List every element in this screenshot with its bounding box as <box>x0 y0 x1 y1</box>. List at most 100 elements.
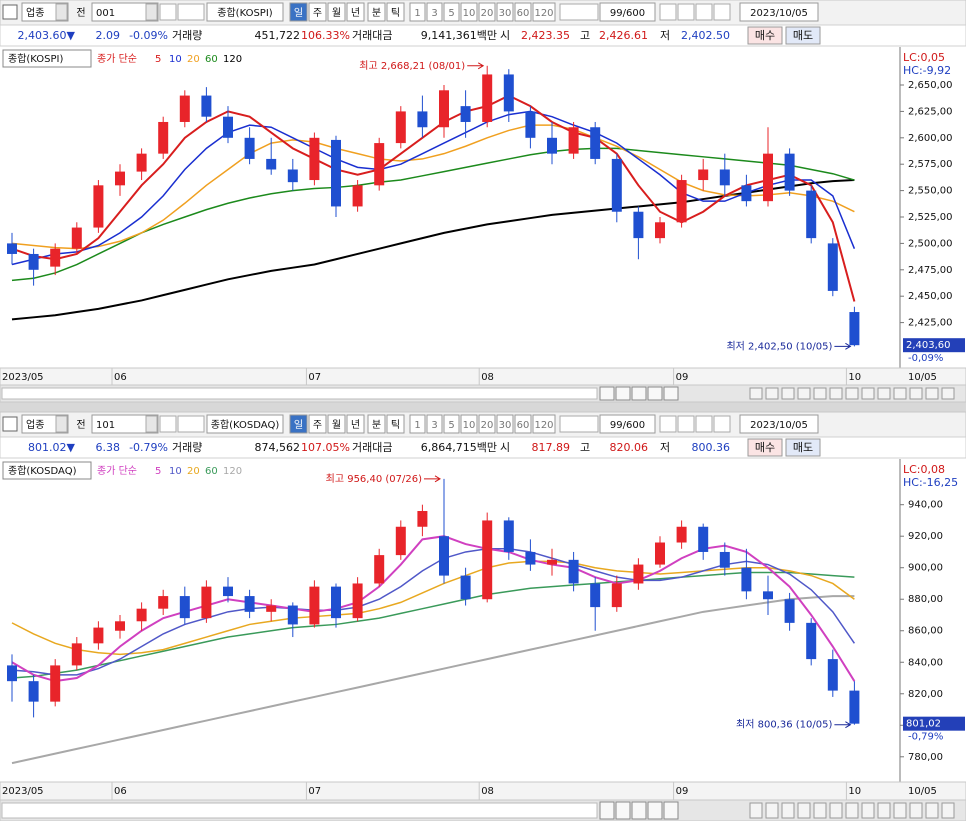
toolbar-field[interactable] <box>386 414 405 434</box>
tool-icon[interactable] <box>159 3 177 21</box>
tool-icon[interactable] <box>659 415 677 433</box>
toolbar-field[interactable] <box>478 414 496 434</box>
scroll-button[interactable] <box>615 386 631 401</box>
chart-tool[interactable] <box>765 802 779 819</box>
order-button[interactable] <box>747 438 783 457</box>
toolbar-field[interactable] <box>739 2 819 22</box>
scroll-track[interactable] <box>1 802 598 819</box>
toolbar-field[interactable] <box>478 2 496 22</box>
dropdown-arrow[interactable] <box>55 3 68 21</box>
order-button[interactable] <box>785 438 821 457</box>
chart-tool[interactable] <box>925 387 939 400</box>
tool-icon[interactable] <box>695 3 713 21</box>
chart-tool[interactable] <box>829 802 843 819</box>
toolbar-field[interactable] <box>599 2 656 22</box>
toolbar-field[interactable] <box>496 2 514 22</box>
toolbar-field[interactable] <box>206 414 284 434</box>
toolbar-field[interactable] <box>308 414 327 434</box>
chart-tool[interactable] <box>893 802 907 819</box>
order-button[interactable] <box>785 26 821 45</box>
dropdown-arrow[interactable] <box>55 415 68 433</box>
chart-tool[interactable] <box>813 802 827 819</box>
chart-tool[interactable] <box>861 387 875 400</box>
order-button[interactable] <box>747 26 783 45</box>
info-text[interactable]: 매도 <box>793 29 813 42</box>
toolbar-field[interactable] <box>346 414 365 434</box>
tool-icon[interactable] <box>677 415 695 433</box>
toolbar-field[interactable] <box>739 414 819 434</box>
chart-tool[interactable] <box>909 802 923 819</box>
toolbar-field[interactable] <box>532 2 556 22</box>
chart-tool[interactable] <box>813 387 827 400</box>
toolbar-field[interactable] <box>91 2 159 22</box>
tool-icon[interactable] <box>713 415 731 433</box>
toolbar-field[interactable] <box>532 414 556 434</box>
chart-tool[interactable] <box>797 802 811 819</box>
toolbar-field[interactable] <box>599 414 656 434</box>
toolbar-field[interactable] <box>460 414 478 434</box>
toolbar-field[interactable] <box>308 2 327 22</box>
chart-tool[interactable] <box>765 387 779 400</box>
toolbar-field[interactable] <box>367 414 386 434</box>
chart-tool[interactable] <box>749 387 763 400</box>
toolbar-field[interactable] <box>346 2 365 22</box>
chart-tool[interactable] <box>925 802 939 819</box>
tool-icon[interactable] <box>695 415 713 433</box>
tool-icon[interactable] <box>559 415 599 433</box>
toolbar-field[interactable] <box>460 2 478 22</box>
scroll-button[interactable] <box>631 386 647 401</box>
toolbar-field[interactable] <box>514 414 532 434</box>
chart-tool[interactable] <box>941 387 955 400</box>
scroll-button[interactable] <box>599 386 615 401</box>
scroll-button[interactable] <box>615 801 631 820</box>
chart-tool[interactable] <box>893 387 907 400</box>
info-text[interactable]: 매수 <box>755 441 775 454</box>
chart-tool[interactable] <box>861 802 875 819</box>
toolbar-field[interactable] <box>289 414 308 434</box>
scroll-track[interactable] <box>1 387 598 400</box>
tool-icon[interactable] <box>659 3 677 21</box>
tool-icon[interactable] <box>713 3 731 21</box>
chart-tool[interactable] <box>749 802 763 819</box>
toolbar-field[interactable] <box>289 2 308 22</box>
toolbar-field[interactable] <box>206 2 284 22</box>
toolbar-field[interactable] <box>367 2 386 22</box>
toolbar-field[interactable] <box>327 2 346 22</box>
dropdown-arrow[interactable] <box>145 3 158 21</box>
toolbar-field[interactable] <box>496 414 514 434</box>
toolbar-field[interactable] <box>386 2 405 22</box>
chart-tool[interactable] <box>909 387 923 400</box>
toolbar-field[interactable] <box>327 414 346 434</box>
info-text[interactable]: 매도 <box>793 441 813 454</box>
toolbar-field[interactable] <box>443 414 460 434</box>
chart-tool[interactable] <box>829 387 843 400</box>
scroll-button[interactable] <box>599 801 615 820</box>
toolbar-field[interactable] <box>514 2 532 22</box>
scroll-button[interactable] <box>631 801 647 820</box>
tool-icon[interactable] <box>559 3 599 21</box>
dropdown-arrow[interactable] <box>145 415 158 433</box>
tool-icon[interactable] <box>177 415 205 433</box>
chart-tool[interactable] <box>781 387 795 400</box>
toolbar-field[interactable] <box>426 2 443 22</box>
tool-icon[interactable] <box>677 3 695 21</box>
scroll-button[interactable] <box>663 801 679 820</box>
chart-tool[interactable] <box>941 802 955 819</box>
chart-tool[interactable] <box>845 802 859 819</box>
toolbar-field[interactable] <box>409 2 426 22</box>
chart-tool[interactable] <box>877 802 891 819</box>
toolbar-field[interactable] <box>91 414 159 434</box>
scroll-button[interactable] <box>647 386 663 401</box>
tool-icon[interactable] <box>177 3 205 21</box>
chart-tool[interactable] <box>877 387 891 400</box>
tool-icon[interactable] <box>159 415 177 433</box>
chart-tool[interactable] <box>797 387 811 400</box>
chart-tool[interactable] <box>845 387 859 400</box>
scroll-button[interactable] <box>663 386 679 401</box>
toolbar-field[interactable] <box>443 2 460 22</box>
toolbar-field[interactable] <box>409 414 426 434</box>
scroll-button[interactable] <box>647 801 663 820</box>
info-text[interactable]: 매수 <box>755 29 775 42</box>
toolbar-field[interactable] <box>426 414 443 434</box>
chart-tool[interactable] <box>781 802 795 819</box>
